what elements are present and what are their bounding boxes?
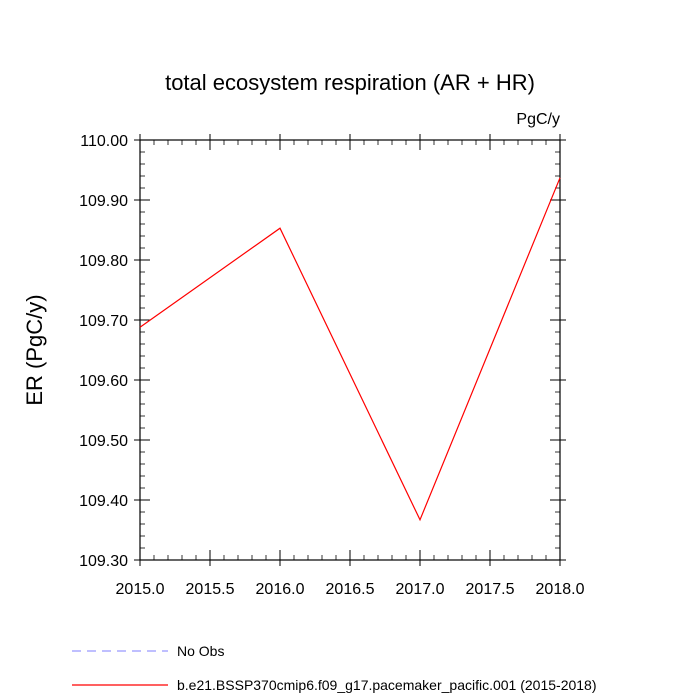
x-tick-label: 2018.0 (536, 581, 585, 598)
y-tick-label: 109.80 (79, 253, 128, 270)
x-tick-label: 2016.5 (326, 581, 375, 598)
y-tick-label: 109.40 (79, 493, 128, 510)
x-tick-label: 2015.0 (116, 581, 165, 598)
y-tick-label: 109.30 (79, 553, 128, 570)
units-label: PgC/y (516, 111, 560, 128)
plot-frame (139, 139, 561, 561)
y-tick-label: 109.70 (79, 313, 128, 330)
y-tick-label: 109.90 (79, 193, 128, 210)
chart-title: total ecosystem respiration (AR + HR) (165, 70, 535, 95)
series-line (139, 177, 561, 522)
y-axis-label: ER (PgC/y) (22, 294, 47, 405)
x-tick-label: 2015.5 (186, 581, 235, 598)
y-tick-label: 109.50 (79, 433, 128, 450)
y-tick-label: 109.60 (79, 373, 128, 390)
legend: No Obs b.e21.BSSP370cmip6.f09_g17.pacema… (72, 643, 597, 693)
x-tick-label: 2017.5 (466, 581, 515, 598)
legend-model-label: b.e21.BSSP370cmip6.f09_g17.pacemaker_pac… (177, 677, 597, 693)
x-tick-label: 2017.0 (396, 581, 445, 598)
y-tick-label: 110.00 (80, 133, 128, 150)
x-tick-label: 2016.0 (256, 581, 305, 598)
legend-no-obs-label: No Obs (177, 643, 224, 659)
